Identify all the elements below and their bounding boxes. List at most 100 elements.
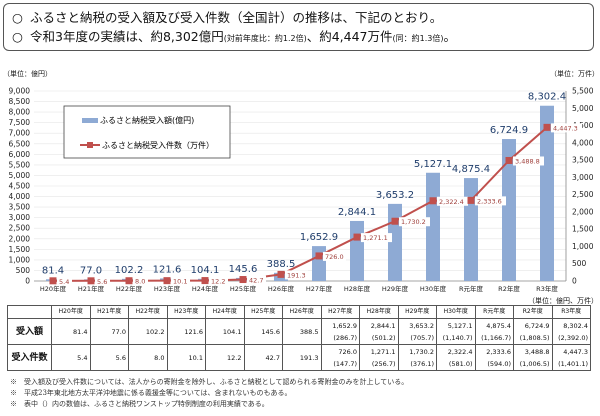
right-axis-tick: 2,500	[572, 190, 594, 199]
table-row: 受入額 81.4 77.0 102.2 121.6 104.1 145.6 388.5 1,65…	[7, 318, 591, 345]
table-cell: 8,302.4 (2,392.0)	[551, 318, 591, 345]
table-cell: 5.6	[89, 344, 129, 371]
x-axis-label: R元年度	[459, 284, 484, 293]
left-axis-tick: 2,000	[9, 234, 31, 243]
right-axis-tick: 4,500	[572, 121, 594, 130]
table-column-header: R3年度	[551, 305, 591, 319]
left-axis-tick: 3,000	[9, 213, 31, 222]
cell-value: 4,447.3	[563, 347, 588, 356]
x-axis-label: R2年度	[498, 284, 520, 293]
line-data-label: 10.1	[173, 278, 187, 286]
cell-onestop-value: (147.7)	[333, 359, 357, 368]
bar-data-label: 5,127.1	[414, 159, 452, 170]
left-axis-tick: 7,000	[9, 129, 31, 138]
line-marker	[543, 123, 551, 131]
bar	[388, 203, 402, 281]
legend-box	[63, 105, 231, 159]
x-axis-label: H29年度	[382, 284, 409, 293]
cell-onestop-value: (1,166.7)	[481, 333, 511, 342]
cell-value: 5,127.1	[447, 321, 473, 330]
cell-onestop-value: (1,006.5)	[519, 359, 550, 368]
left-axis-tick: 7,500	[9, 118, 31, 127]
left-axis-tick: 500	[16, 266, 31, 275]
line-label-bg	[95, 276, 110, 286]
line-label-bg	[475, 196, 506, 206]
bar-data-label: 388.5	[267, 259, 296, 270]
summary-end: 。	[443, 29, 456, 44]
cell-value: 3,653.2	[409, 321, 434, 330]
bar-data-label: 104.1	[191, 265, 220, 276]
cell-value: 1,730.2	[409, 347, 434, 356]
cell-onestop-value: (1,401.1)	[558, 359, 588, 368]
line-label-bg	[209, 276, 228, 286]
table-column-header: H25年度	[243, 305, 283, 319]
table-cell: 2,844.1 (501.2)	[359, 318, 399, 345]
table-cell: 77.0	[89, 318, 129, 345]
legend-label-count: ふるさと納税受入件数（万件）	[102, 140, 214, 150]
right-axis-tick: 4,000	[572, 138, 594, 147]
table-cell: 8.0	[128, 344, 168, 371]
right-axis-tick: 1,500	[572, 225, 594, 234]
right-axis-tick: 500	[572, 259, 587, 268]
right-axis-tick: 1,000	[572, 242, 594, 251]
line-label-bg	[171, 276, 190, 286]
bar	[312, 246, 326, 281]
footnote: ※ 表中（）内の数値は、ふるさと納税ワンストップ特例制度の利用実績である。	[10, 400, 269, 408]
cell-value: 388.5	[299, 327, 319, 336]
line-data-label: 1,730.2	[401, 218, 426, 226]
legend-bar-swatch	[82, 118, 98, 123]
cell-onestop-value: (2,392.0)	[558, 333, 588, 342]
line-data-label: 5.4	[59, 278, 69, 286]
left-axis-tick: 5,000	[9, 171, 31, 180]
x-axis-label: H25年度	[230, 284, 257, 293]
summary-text-1: ふるさと納税の受入額及び受入件数（全国計）の推移は、下記のとおり。	[30, 10, 443, 25]
footnote: ※ 受入額及び受入件数については、法人からの寄附金を除外し、ふるさと納税として認…	[10, 378, 409, 386]
line-marker	[315, 252, 323, 260]
line-label-bg	[323, 251, 346, 261]
line-data-label: 2,333.6	[477, 197, 502, 205]
table-column-header: H24年度	[205, 305, 245, 319]
line-marker	[429, 197, 437, 205]
x-axis-label: H30年度	[420, 284, 447, 293]
line-data-label: 42.7	[249, 277, 263, 285]
cell-value: 104.1	[222, 327, 242, 336]
summary-line-2: ○ 令和3年度の実績は、約8,302億円(対前年度比：約1.2倍)、約4,447万…	[12, 27, 585, 48]
line-marker	[163, 277, 171, 285]
cell-onestop-value: (256.7)	[371, 359, 396, 368]
table-cell: 4,875.4 (1,166.7)	[474, 318, 514, 345]
left-axis-tick: 6,500	[9, 139, 31, 148]
bar	[502, 139, 516, 281]
table-cell: 2,333.6 (594.0)	[474, 344, 514, 371]
cell-value: 726.0	[338, 347, 357, 356]
left-axis-unit: （単位：億円）	[3, 70, 52, 78]
table-cell: 1,271.1 (256.7)	[359, 344, 399, 371]
right-axis-tick: 3,000	[572, 173, 594, 182]
cell-value: 1,652.9	[332, 321, 357, 330]
table-cell: 42.7	[243, 344, 283, 371]
cell-value: 77.0	[111, 327, 126, 336]
line-marker	[87, 277, 95, 285]
cell-onestop-value: (1,140.7)	[442, 333, 473, 342]
bar	[350, 220, 364, 281]
cell-value: 12.2	[227, 353, 242, 362]
line-label-bg	[57, 276, 72, 286]
line-label-bg	[285, 270, 308, 280]
bar-data-label: 102.2	[115, 265, 144, 276]
bar-data-label: 81.4	[42, 265, 64, 276]
chart: 05001,0001,5002,0002,5003,0003,5004,0004…	[9, 87, 594, 294]
left-axis-tick: 1,500	[9, 245, 31, 254]
cell-value: 2,333.6	[486, 347, 511, 356]
bar-data-label: 3,653.2	[376, 190, 414, 201]
bullet-circle-icon: ○	[12, 29, 23, 44]
summary-text-2b: 、約4,447万件	[306, 29, 393, 44]
left-axis-tick: 6,000	[9, 150, 31, 159]
cell-value: 145.6	[261, 327, 280, 336]
table-cell: 81.4	[51, 318, 91, 345]
line-marker	[239, 276, 247, 284]
cell-value: 2,322.4	[447, 347, 473, 356]
table-cell: 1,652.9 (286.7)	[320, 318, 360, 345]
x-axis-label: H23年度	[154, 284, 181, 293]
data-table: H20年度 H21年度 H22年度 H23年度 H24年度 H25年度 H26年度 H27年度…	[7, 305, 591, 371]
line-label-bg	[399, 217, 430, 227]
cell-value: 1,271.1	[370, 347, 396, 356]
